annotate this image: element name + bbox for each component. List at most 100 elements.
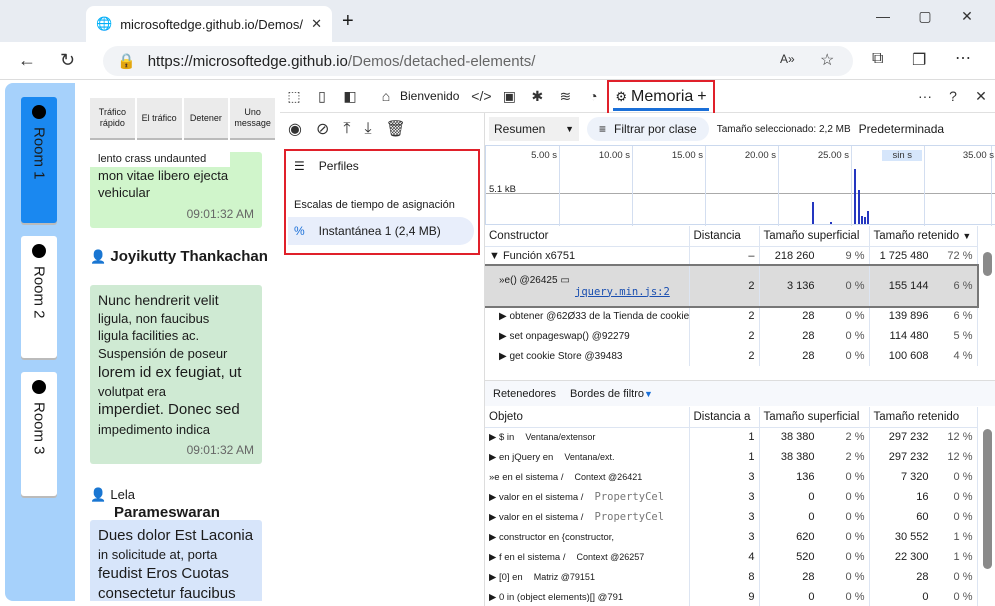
retainer-row[interactable]: ▶ f en el sistema / Context @26257 4 520 0 … bbox=[485, 547, 978, 567]
distance-cell: – bbox=[689, 246, 760, 266]
tab-welcome[interactable]: Bienvenido bbox=[400, 89, 460, 103]
object-cell: ▶ en jQuery en Ventana/ext. bbox=[485, 447, 690, 467]
retainer-row[interactable]: ▶ [0] en Matriz @79151 8 28 0 % 28 0 % bbox=[485, 567, 978, 587]
snapshot-item[interactable]: % Instantánea 1 (2,4 MB) bbox=[288, 217, 474, 245]
browser-tab[interactable]: 🌐 microsoftedge.github.io/Demos/d ✕ bbox=[86, 6, 332, 42]
retainer-row[interactable]: ▶ valor en el sistema / PropertyCel 3 0 0 %… bbox=[485, 487, 978, 507]
message-line: impedimento indica bbox=[98, 421, 211, 437]
clear-icon[interactable]: ⊘ bbox=[315, 121, 330, 138]
retainer-row[interactable]: ▶ en jQuery en Ventana/ext. 1 38 380 2 % 297… bbox=[485, 447, 978, 467]
network-icon[interactable]: ≋ bbox=[559, 87, 572, 104]
delete-icon[interactable]: 🗑 bbox=[385, 121, 406, 138]
stop-button[interactable]: Detener bbox=[183, 98, 229, 140]
retainer-row[interactable]: ▶ constructor en {constructor, 3 620 0 % 30… bbox=[485, 527, 978, 547]
retainer-name: ▶ valor en el sistema / bbox=[489, 512, 584, 523]
col-distance[interactable]: Distancia bbox=[689, 226, 760, 247]
more-icon[interactable]: ⋯ bbox=[955, 50, 971, 67]
memory-actions: ◉ ⊘ ⤒ ⤓ 🗑 bbox=[280, 113, 484, 145]
fast-traffic-button[interactable]: Tráfico rápido bbox=[90, 98, 135, 140]
favorite-icon[interactable]: ☆ bbox=[820, 52, 835, 69]
dock-icon[interactable]: ◧ bbox=[343, 87, 357, 104]
col-shallow[interactable]: Tamaño superficial bbox=[759, 407, 870, 428]
performance-icon[interactable]: ◔ bbox=[589, 88, 598, 104]
retained-cell: 155 144 6 % bbox=[869, 266, 978, 306]
sources-bug-icon[interactable]: ✱ bbox=[531, 87, 544, 104]
back-icon[interactable]: ← bbox=[18, 50, 36, 70]
default-select[interactable]: Predeterminada bbox=[858, 122, 945, 136]
retainer-row[interactable]: ▶ valor en el sistema / PropertyCel 3 0 0 %… bbox=[485, 507, 978, 527]
retainer-row[interactable]: »e en el sistema / Context @26421 3 136 0 %… bbox=[485, 467, 978, 487]
scrollbar-thumb[interactable] bbox=[983, 429, 992, 569]
home-icon[interactable]: ⌂ bbox=[381, 88, 391, 104]
read-aloud-icon[interactable]: A» bbox=[780, 52, 795, 66]
minimize-button[interactable]: — bbox=[876, 8, 890, 24]
constructor-row[interactable]: ▶ set onpageswap() @92279 2 28 0 % 114 480 5 … bbox=[485, 326, 978, 346]
constructor-name: ▶ get cookie Store @39483 bbox=[499, 351, 623, 362]
timeline-tick: 10.00 s bbox=[599, 146, 633, 226]
device-emulation-icon[interactable]: ▯ bbox=[318, 87, 326, 104]
col-retained[interactable]: Tamaño retenido ▼ bbox=[869, 226, 978, 247]
close-window-button[interactable]: ✕ bbox=[961, 8, 973, 24]
scrollbar-thumb[interactable] bbox=[983, 252, 992, 276]
room-2-tab[interactable]: Room 2 bbox=[21, 236, 57, 358]
constructor-row[interactable]: ▼ Función x6751 –218 260 9 % 1 725 480 72 % bbox=[485, 246, 978, 266]
close-tab-icon[interactable]: ✕ bbox=[311, 16, 322, 31]
col-distance[interactable]: Distancia a bbox=[689, 407, 760, 428]
elements-icon[interactable]: </> bbox=[471, 88, 492, 104]
constructor-row[interactable]: ▶ obtener @62Ø33 de la Tienda de cookies… bbox=[485, 306, 978, 326]
col-constructor[interactable]: Constructor bbox=[485, 226, 690, 247]
room-3-tab[interactable]: Room 3 bbox=[21, 372, 57, 496]
room-sidebar: Room 1 Room 2 Room 3 bbox=[5, 83, 75, 601]
view-select[interactable]: Resumen ▼ bbox=[489, 117, 579, 141]
constructor-row[interactable]: »e() @26425 ▭ jquery.min.js:2 2 3 136 0 % 155… bbox=[485, 264, 979, 308]
timeline-tick: 35.00 s bbox=[963, 146, 994, 226]
message-author: 👤 Joyikutty Thankachan bbox=[90, 248, 268, 265]
allocation-timeline[interactable]: 5.1 kB 5.00 s 10.00 s 15.00 s 20.00 s 25.00 … bbox=[485, 145, 995, 226]
dropdown-icon: ▼ bbox=[565, 124, 574, 134]
source-link[interactable]: jquery.min.js:2 bbox=[575, 285, 670, 298]
one-message-button[interactable]: Uno message bbox=[230, 98, 275, 140]
retainer-context: Context @26257 bbox=[576, 552, 645, 562]
new-tab-button[interactable]: + bbox=[342, 10, 354, 32]
traffic-button[interactable]: El tráfico bbox=[136, 98, 182, 140]
message-time: 09:01:32 AM bbox=[186, 206, 254, 221]
refresh-icon[interactable]: ↻ bbox=[60, 50, 76, 70]
constructor-cell: ▼ Función x6751 bbox=[485, 246, 690, 266]
tab-memory[interactable]: ⚙ Memoria + bbox=[607, 79, 715, 113]
maximize-button[interactable]: ▢ bbox=[918, 8, 932, 24]
timeline-tick: 20.00 s bbox=[745, 146, 779, 226]
col-object[interactable]: Objeto bbox=[485, 407, 690, 428]
console-icon[interactable]: ▣ bbox=[502, 87, 516, 104]
constructor-row[interactable]: ▶ get cookie Store @39483 2 28 0 % 100 608 4 … bbox=[485, 346, 978, 366]
record-icon[interactable]: ◉ bbox=[288, 121, 302, 138]
help-button[interactable]: ? bbox=[949, 88, 957, 104]
close-devtools-button[interactable]: ✕ bbox=[975, 87, 987, 104]
col-shallow[interactable]: Tamaño superficial bbox=[759, 226, 870, 247]
col-retained[interactable]: Tamaño retenido bbox=[869, 407, 978, 428]
filter-placeholder: Filtrar por clase bbox=[614, 122, 697, 136]
collections-icon[interactable]: ❐ bbox=[912, 52, 927, 69]
retainer-name: »e en el sistema / bbox=[489, 472, 564, 483]
add-tab-button[interactable]: + bbox=[697, 88, 707, 105]
retainer-row[interactable]: ▶ $ in Ventana/extensor 1 38 380 2 % 297 232… bbox=[485, 427, 978, 447]
tab-retainers[interactable]: Retenedores bbox=[493, 387, 556, 400]
more-tools-button[interactable]: ··· bbox=[918, 88, 932, 104]
devtools-panel: ⬚ ▯ ◧ ⌂ Bienvenido </> ▣ ✱ ≋ ◔ ⚙ Memoria +… bbox=[280, 79, 995, 606]
filter-edges-select[interactable]: Bordes de filtro▼ bbox=[570, 387, 653, 400]
url-field[interactable]: 🔒 https://microsoftedge.github.io/Demos/… bbox=[103, 46, 853, 76]
class-filter-input[interactable]: ≡ Filtrar por clase bbox=[587, 117, 709, 141]
room-1-tab[interactable]: Room 1 bbox=[21, 97, 57, 223]
retained-cell: 297 232 12 % bbox=[869, 427, 978, 447]
load-profile-icon[interactable]: ⤒ bbox=[343, 120, 351, 137]
extensions-icon[interactable]: ⧉ bbox=[872, 50, 884, 67]
constructor-cell: ▶ get cookie Store @39483 bbox=[485, 346, 690, 366]
address-bar-row: ← ↻ 🔒 https://microsoftedge.github.io/De… bbox=[0, 42, 995, 80]
save-profile-icon[interactable]: ⤓ bbox=[364, 120, 372, 137]
shallow-cell: 28 0 % bbox=[759, 306, 870, 326]
inspect-icon[interactable]: ⬚ bbox=[287, 87, 301, 104]
retainer-context: Matriz @79151 bbox=[533, 572, 595, 582]
